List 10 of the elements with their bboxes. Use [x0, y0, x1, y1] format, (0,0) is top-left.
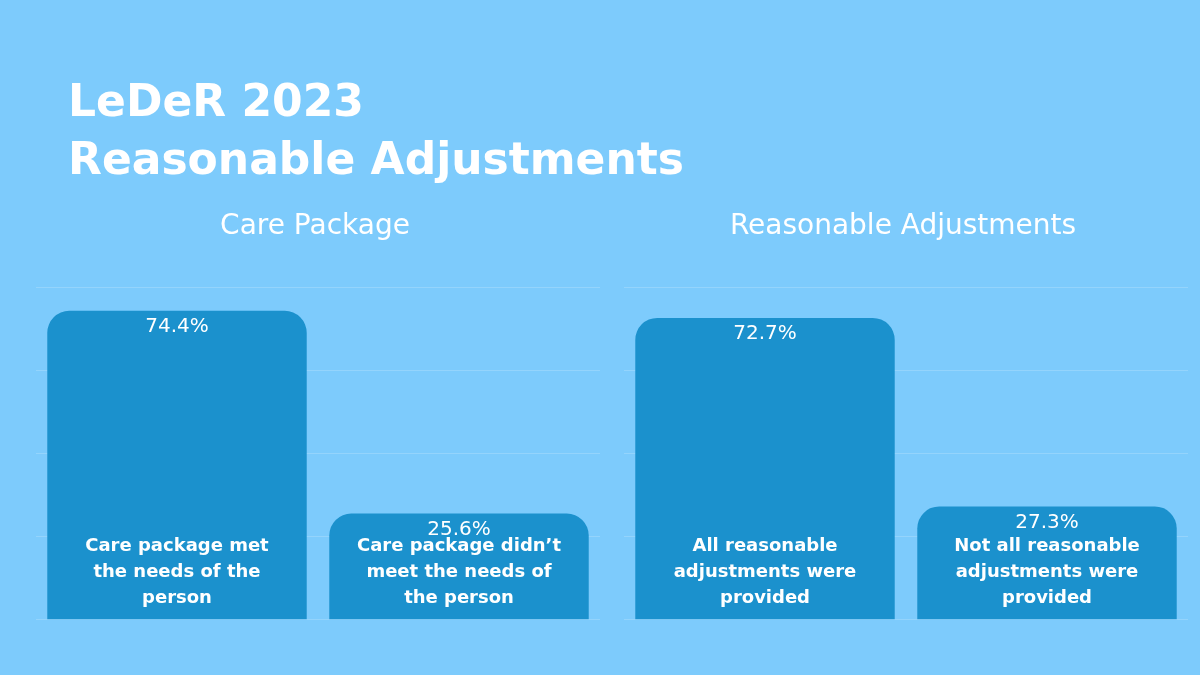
x-tick-label: Care package met the needs of the person [85, 534, 270, 608]
data-label: 27.3% [1015, 508, 1079, 533]
chart-title: Reasonable Adjustments [729, 208, 1077, 242]
data-label: 72.7% [733, 320, 797, 345]
x-tick-label: Not all reasonable adjustments were provided [954, 534, 1140, 608]
chart-title: Care Package [220, 208, 410, 242]
x-tick-label: All reasonable adjustments were provided [673, 534, 857, 608]
text: LeDeR 2023 Reasonable Adjustments [68, 74, 684, 186]
data-label: 74.4% [145, 313, 209, 338]
x-tick-label: Care package didn’t meet the needs of the person [356, 534, 562, 608]
